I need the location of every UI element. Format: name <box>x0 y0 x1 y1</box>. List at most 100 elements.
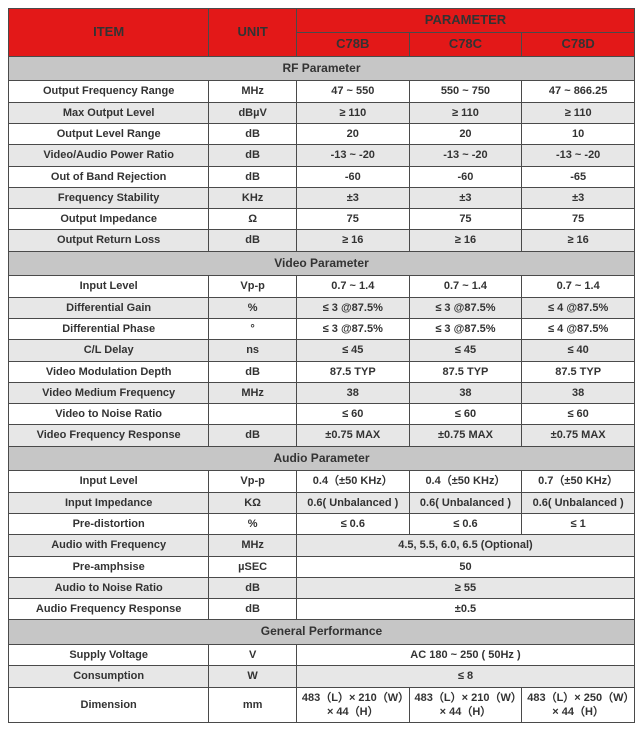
table-row: Video Frequency ResponsedB±0.75 MAX±0.75… <box>9 425 635 446</box>
cell-value: ≤ 3 @87.5% <box>409 297 522 318</box>
cell-value: 483（L）× 210（W）× 44（H） <box>409 687 522 723</box>
table-row: Input LevelVp-p0.7 ~ 1.40.7 ~ 1.40.7 ~ 1… <box>9 276 635 297</box>
table-row: Pre-amphsiseµSEC50 <box>9 556 635 577</box>
cell-item: Differential Phase <box>9 318 209 339</box>
table-row: Differential Gain%≤ 3 @87.5%≤ 3 @87.5%≤ … <box>9 297 635 318</box>
section-video-title: Video Parameter <box>9 251 635 276</box>
header-model-1: C78C <box>409 32 522 56</box>
table-row: Output Frequency RangeMHz47 ~ 550550 ~ 7… <box>9 81 635 102</box>
cell-value: ≤ 0.6 <box>409 513 522 534</box>
cell-unit: dB <box>209 145 297 166</box>
cell-merged: 4.5, 5.5, 6.0, 6.5 (Optional) <box>296 535 634 556</box>
cell-value: 550 ~ 750 <box>409 81 522 102</box>
table-row: Video Medium FrequencyMHz383838 <box>9 382 635 403</box>
cell-item: Dimension <box>9 687 209 723</box>
cell-item: Max Output Level <box>9 102 209 123</box>
cell-value: 483（L）× 250（W）× 44（H） <box>522 687 635 723</box>
cell-value: -60 <box>409 166 522 187</box>
cell-value: ≥ 110 <box>409 102 522 123</box>
cell-unit: dB <box>209 123 297 144</box>
table-row: C/L Delayns≤ 45≤ 45≤ 40 <box>9 340 635 361</box>
cell-item: Out of Band Rejection <box>9 166 209 187</box>
cell-item: C/L Delay <box>9 340 209 361</box>
cell-item: Output Level Range <box>9 123 209 144</box>
cell-value: ≤ 3 @87.5% <box>409 318 522 339</box>
cell-value: 0.7 ~ 1.4 <box>522 276 635 297</box>
table-row: ConsumptionW≤ 8 <box>9 666 635 687</box>
table-row: Output ImpedanceΩ757575 <box>9 209 635 230</box>
cell-item: Audio to Noise Ratio <box>9 577 209 598</box>
cell-item: Output Frequency Range <box>9 81 209 102</box>
cell-merged: 50 <box>296 556 634 577</box>
cell-value: 38 <box>409 382 522 403</box>
cell-value: 20 <box>296 123 409 144</box>
cell-value: ≤ 60 <box>296 404 409 425</box>
cell-value: 0.6( Unbalanced ) <box>296 492 409 513</box>
cell-value: 38 <box>296 382 409 403</box>
cell-item: Audio Frequency Response <box>9 599 209 620</box>
cell-value: 0.6( Unbalanced ) <box>522 492 635 513</box>
cell-value: ≤ 60 <box>409 404 522 425</box>
cell-unit: dB <box>209 425 297 446</box>
cell-value: ≤ 45 <box>296 340 409 361</box>
cell-unit: dB <box>209 230 297 251</box>
section-audio-body: Input LevelVp-p0.4（±50 KHz）0.4（±50 KHz）0… <box>9 471 635 620</box>
section-video-body: Input LevelVp-p0.7 ~ 1.40.7 ~ 1.40.7 ~ 1… <box>9 276 635 446</box>
cell-unit: ns <box>209 340 297 361</box>
cell-merged: ±0.5 <box>296 599 634 620</box>
cell-item: Input Level <box>9 471 209 492</box>
section-rf-title: RF Parameter <box>9 56 635 81</box>
table-row: Audio with FrequencyMHz4.5, 5.5, 6.0, 6.… <box>9 535 635 556</box>
cell-item: Audio with Frequency <box>9 535 209 556</box>
cell-unit: Vp-p <box>209 471 297 492</box>
cell-unit: % <box>209 513 297 534</box>
cell-unit: dB <box>209 361 297 382</box>
cell-unit: Ω <box>209 209 297 230</box>
cell-unit: dB <box>209 577 297 598</box>
cell-value: ≤ 45 <box>409 340 522 361</box>
section-audio-title: Audio Parameter <box>9 446 635 471</box>
table-row: Video/Audio Power RatiodB-13 ~ -20-13 ~ … <box>9 145 635 166</box>
cell-value: ≤ 3 @87.5% <box>296 297 409 318</box>
header-model-0: C78B <box>296 32 409 56</box>
section-rf-body: Output Frequency RangeMHz47 ~ 550550 ~ 7… <box>9 81 635 251</box>
cell-value: ≥ 16 <box>522 230 635 251</box>
cell-item: Input Level <box>9 276 209 297</box>
cell-unit: dB <box>209 599 297 620</box>
cell-item: Video to Noise Ratio <box>9 404 209 425</box>
cell-value: 0.4（±50 KHz） <box>296 471 409 492</box>
table-row: Output Return LossdB≥ 16≥ 16≥ 16 <box>9 230 635 251</box>
cell-value: ≤ 60 <box>522 404 635 425</box>
header-row-1: ITEM UNIT PARAMETER <box>9 9 635 33</box>
cell-merged: AC 180 ~ 250 ( 50Hz ) <box>296 644 634 665</box>
cell-unit: W <box>209 666 297 687</box>
header-parameter: PARAMETER <box>296 9 634 33</box>
section-general-body: Supply VoltageVAC 180 ~ 250 ( 50Hz )Cons… <box>9 644 635 722</box>
cell-value: 38 <box>522 382 635 403</box>
cell-value: -65 <box>522 166 635 187</box>
cell-unit: V <box>209 644 297 665</box>
cell-value: ≥ 16 <box>296 230 409 251</box>
cell-value: 75 <box>522 209 635 230</box>
cell-unit: mm <box>209 687 297 723</box>
cell-unit: MHz <box>209 382 297 403</box>
table-row: Pre-distortion%≤ 0.6≤ 0.6≤ 1 <box>9 513 635 534</box>
cell-value: 0.7 ~ 1.4 <box>296 276 409 297</box>
table-row: Out of Band RejectiondB-60-60-65 <box>9 166 635 187</box>
table-row: Differential Phase°≤ 3 @87.5%≤ 3 @87.5%≤… <box>9 318 635 339</box>
cell-unit: MHz <box>209 535 297 556</box>
cell-item: Video Frequency Response <box>9 425 209 446</box>
cell-value: -60 <box>296 166 409 187</box>
cell-value: ±3 <box>522 187 635 208</box>
spec-table: ITEM UNIT PARAMETER C78B C78C C78D RF Pa… <box>8 8 635 723</box>
cell-value: ±0.75 MAX <box>409 425 522 446</box>
cell-value: ≤ 40 <box>522 340 635 361</box>
cell-value: ±0.75 MAX <box>296 425 409 446</box>
cell-item: Pre-amphsise <box>9 556 209 577</box>
cell-value: ≤ 4 @87.5% <box>522 318 635 339</box>
cell-value: 10 <box>522 123 635 144</box>
cell-value: 75 <box>409 209 522 230</box>
table-row: Output Level RangedB202010 <box>9 123 635 144</box>
cell-merged: ≥ 55 <box>296 577 634 598</box>
cell-unit: µSEC <box>209 556 297 577</box>
